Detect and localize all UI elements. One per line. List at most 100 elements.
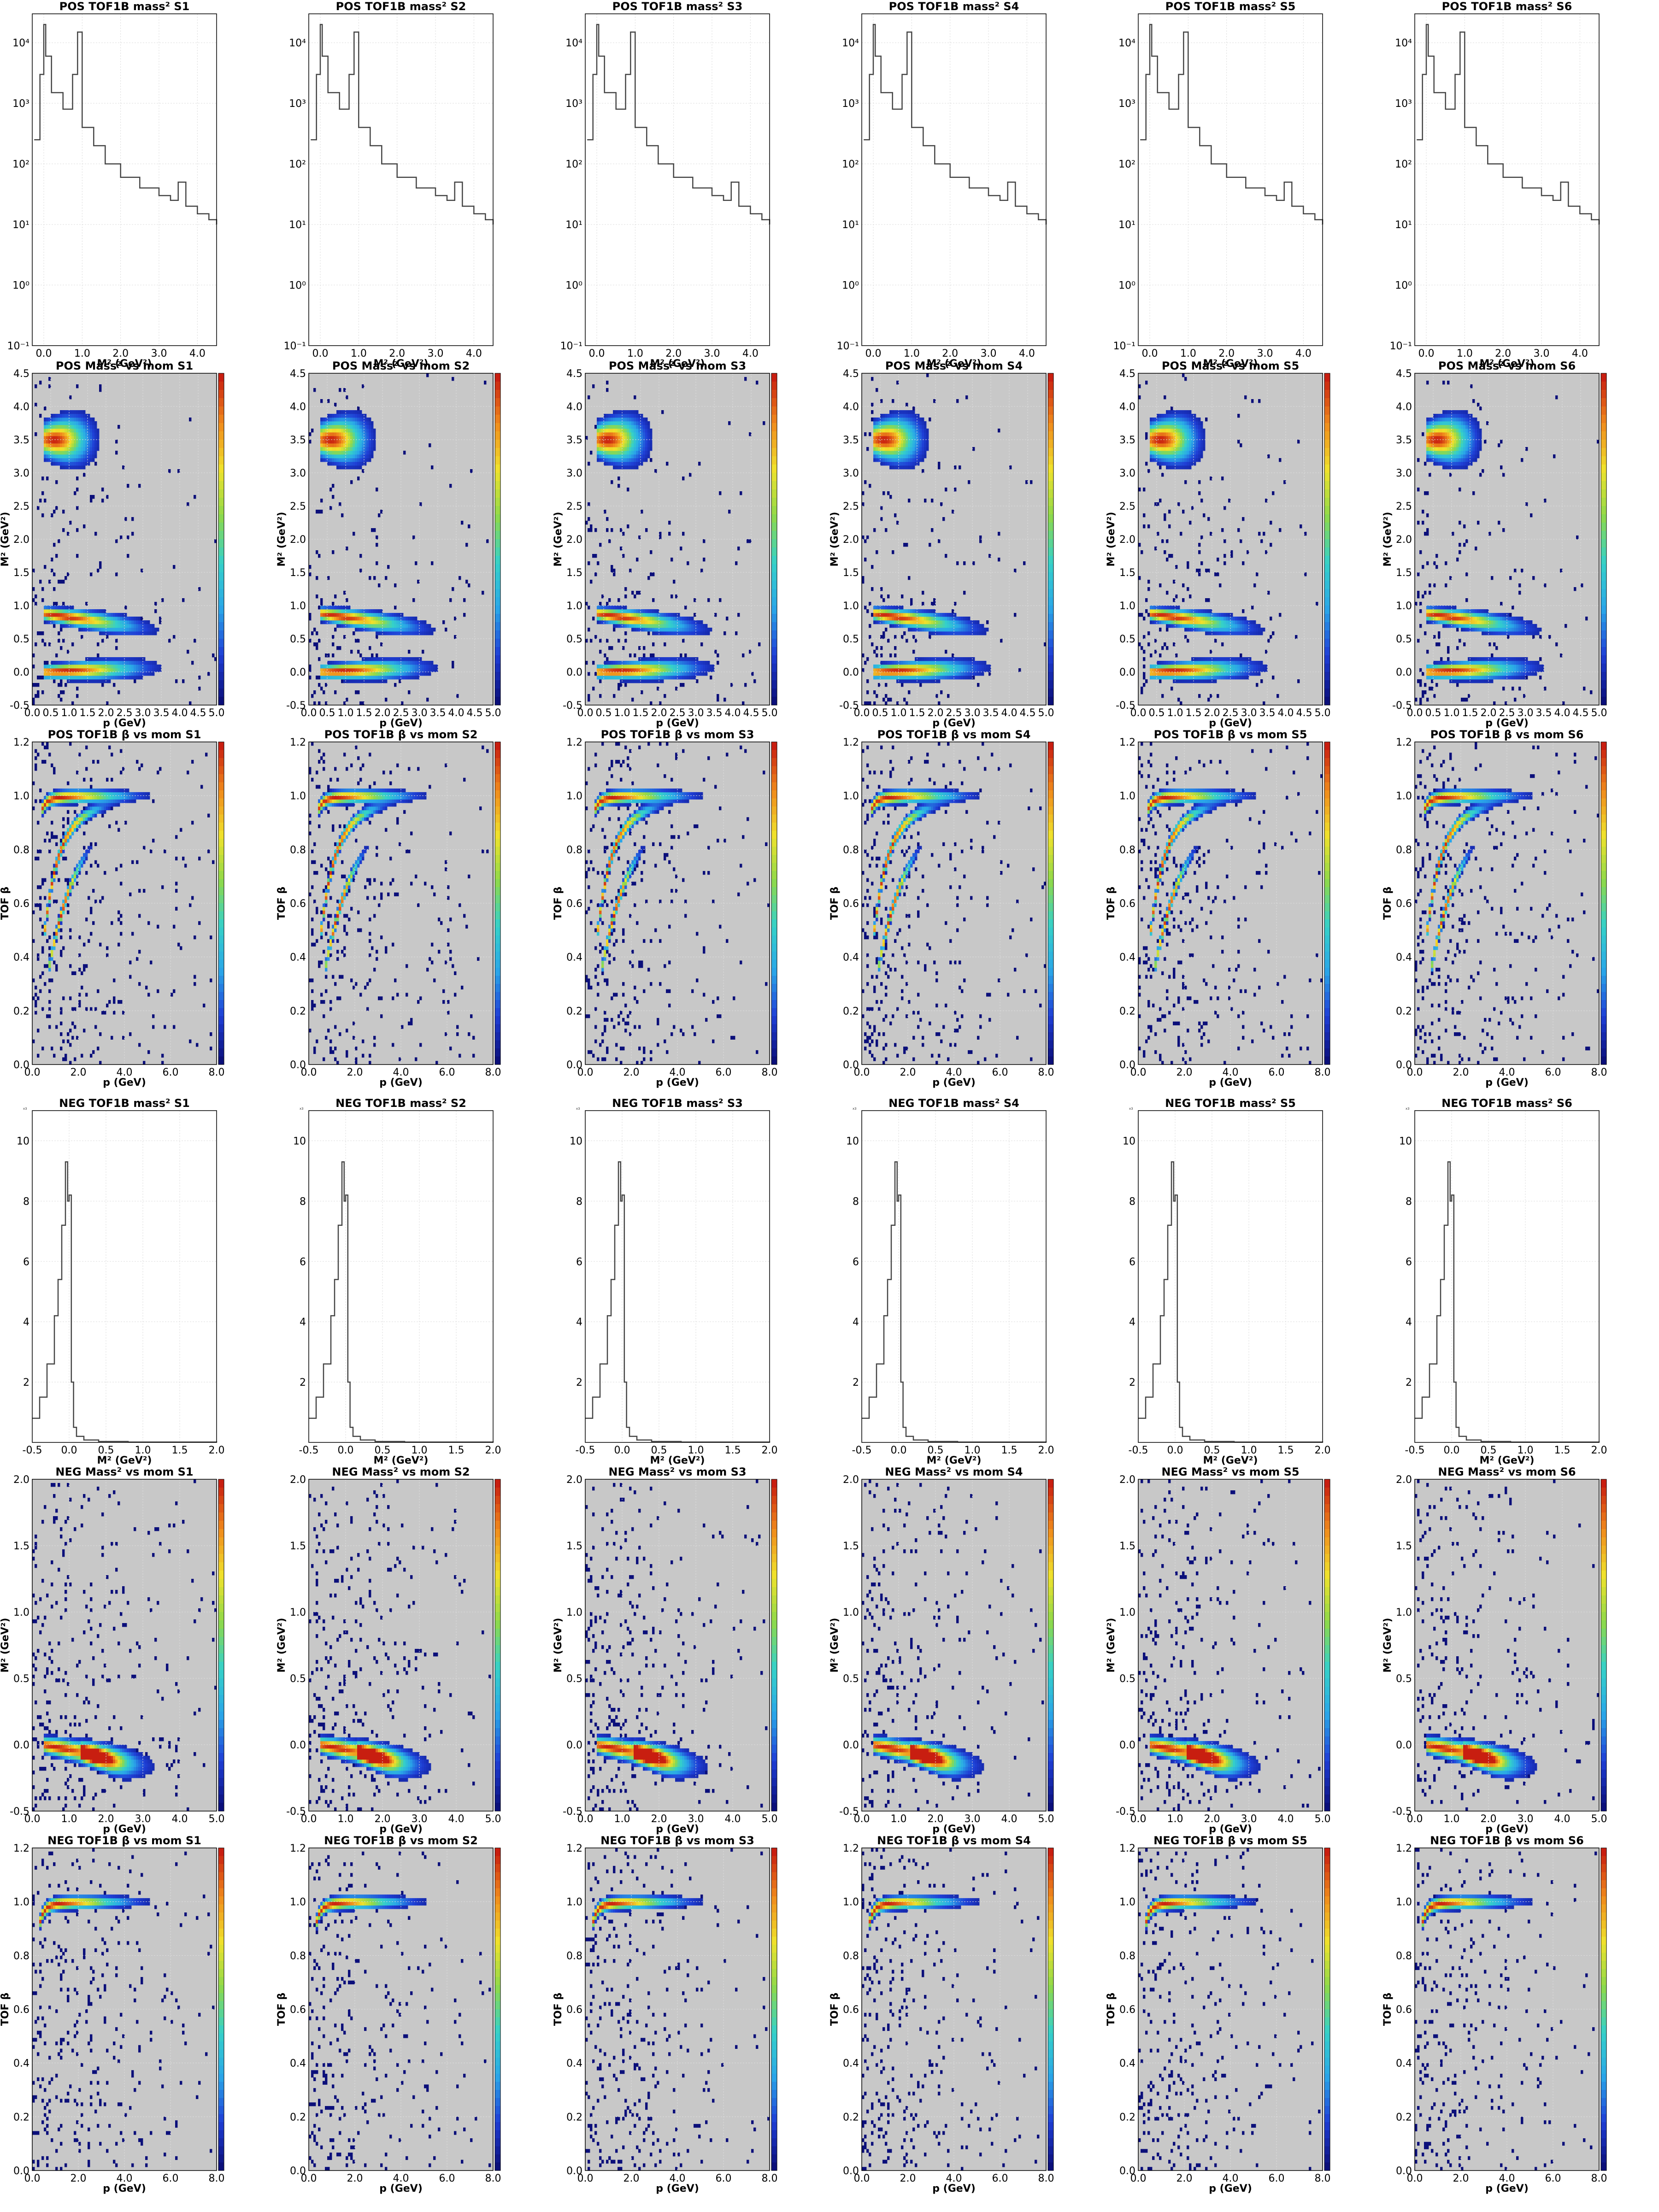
heatmap-cell bbox=[371, 657, 374, 661]
heatmap-cell bbox=[41, 477, 44, 481]
heatmap-cell bbox=[604, 421, 606, 425]
heatmap-cell bbox=[643, 613, 646, 617]
heatmap-cell bbox=[353, 620, 355, 624]
heatmap-cell bbox=[1145, 432, 1148, 436]
heatmap-cell bbox=[613, 694, 616, 698]
heatmap-cell bbox=[1150, 436, 1153, 440]
heatmap-cell bbox=[90, 432, 93, 436]
colorbar-segment bbox=[218, 373, 224, 382]
heatmap-cell bbox=[122, 631, 125, 635]
heatmap-cell bbox=[988, 665, 991, 669]
heatmap-cell bbox=[65, 661, 67, 665]
heatmap-cell bbox=[620, 451, 623, 455]
heatmap-cell bbox=[341, 418, 344, 422]
heatmap-cell bbox=[387, 672, 390, 676]
heatmap-cell bbox=[1154, 613, 1157, 617]
heatmap-cell bbox=[963, 668, 966, 672]
heatmap-cell bbox=[712, 668, 715, 672]
heatmap-cell bbox=[85, 679, 88, 683]
heatmap-cell bbox=[954, 613, 957, 617]
heatmap-cell bbox=[88, 617, 90, 621]
heatmap-cell bbox=[99, 620, 102, 624]
heatmap-cell bbox=[1159, 628, 1162, 632]
heatmap-cell bbox=[74, 429, 76, 433]
heatmap-cell bbox=[882, 425, 885, 429]
heatmap-cell bbox=[638, 447, 641, 451]
heatmap-cell bbox=[173, 635, 176, 639]
heatmap-cell bbox=[926, 447, 929, 451]
heatmap-cell bbox=[714, 650, 717, 654]
heatmap-cell bbox=[885, 628, 888, 632]
heatmap-cell bbox=[71, 679, 74, 683]
heatmap-cell bbox=[108, 631, 111, 635]
heatmap-cell bbox=[88, 613, 90, 617]
heatmap-cell bbox=[152, 665, 155, 669]
heatmap-cell bbox=[963, 657, 966, 661]
heatmap-cell bbox=[366, 665, 369, 669]
heatmap-cell bbox=[46, 620, 49, 624]
heatmap-cell bbox=[325, 672, 328, 676]
heatmap-cell bbox=[313, 701, 316, 706]
heatmap-cell bbox=[83, 451, 86, 455]
heatmap-cell bbox=[94, 429, 97, 433]
heatmap-cell bbox=[627, 620, 629, 624]
heatmap-cell bbox=[136, 668, 139, 672]
heatmap-cell bbox=[910, 598, 913, 602]
heatmap-cell bbox=[719, 598, 722, 602]
heatmap-cell bbox=[60, 646, 63, 650]
heatmap-cell bbox=[1164, 606, 1166, 610]
heatmap-cell bbox=[664, 672, 666, 676]
heatmap-cell bbox=[677, 617, 680, 621]
heatmap-cell bbox=[410, 617, 413, 621]
heatmap-cell bbox=[631, 620, 634, 624]
heatmap-cell bbox=[873, 676, 876, 680]
heatmap-cell bbox=[629, 447, 632, 451]
heatmap-cell bbox=[97, 624, 100, 628]
heatmap-cell bbox=[46, 421, 49, 425]
heatmap-cell bbox=[355, 661, 358, 665]
heatmap-cell bbox=[899, 458, 901, 462]
heatmap-cell bbox=[631, 679, 634, 683]
heatmap-cell bbox=[371, 432, 374, 436]
heatmap-cell bbox=[954, 661, 957, 665]
heatmap-cell bbox=[60, 436, 63, 440]
heatmap-cell bbox=[67, 668, 70, 672]
heatmap-cell bbox=[136, 631, 139, 635]
heatmap-cell bbox=[67, 436, 70, 440]
heatmap-cell bbox=[613, 414, 616, 418]
heatmap-cell bbox=[150, 624, 153, 628]
heatmap-cell bbox=[419, 672, 422, 676]
heatmap-cell bbox=[118, 661, 120, 665]
heatmap-cell bbox=[753, 679, 756, 683]
x-tick-label: 1.5 bbox=[80, 707, 96, 719]
heatmap-cell bbox=[394, 631, 397, 635]
heatmap-cell bbox=[894, 465, 897, 470]
heatmap-cell bbox=[399, 665, 401, 669]
heatmap-cell bbox=[81, 440, 83, 444]
heatmap-cell bbox=[71, 421, 74, 425]
heatmap-cell bbox=[433, 665, 436, 669]
heatmap-cell bbox=[385, 620, 388, 624]
heatmap-cell bbox=[949, 676, 952, 680]
heatmap-cell bbox=[339, 443, 341, 447]
heatmap-cell bbox=[97, 620, 100, 624]
heatmap-cell bbox=[118, 628, 120, 632]
heatmap-cell bbox=[597, 668, 600, 672]
heatmap-cell bbox=[343, 454, 346, 459]
heatmap-cell bbox=[885, 661, 888, 665]
heatmap-cell bbox=[756, 381, 759, 385]
heatmap-cell bbox=[426, 628, 429, 632]
heatmap-cell bbox=[604, 606, 606, 610]
heatmap-cell bbox=[668, 521, 671, 525]
heatmap-cell bbox=[631, 672, 634, 676]
colorbar-segment bbox=[1048, 465, 1053, 473]
heatmap-cell bbox=[597, 418, 600, 422]
heatmap-cell bbox=[878, 606, 881, 610]
heatmap-cell bbox=[972, 561, 975, 565]
heatmap-cell bbox=[55, 447, 58, 451]
heatmap-cell bbox=[935, 694, 938, 698]
heatmap-cell bbox=[622, 465, 625, 470]
heatmap-cell bbox=[882, 418, 885, 422]
heatmap-cell bbox=[44, 447, 47, 451]
